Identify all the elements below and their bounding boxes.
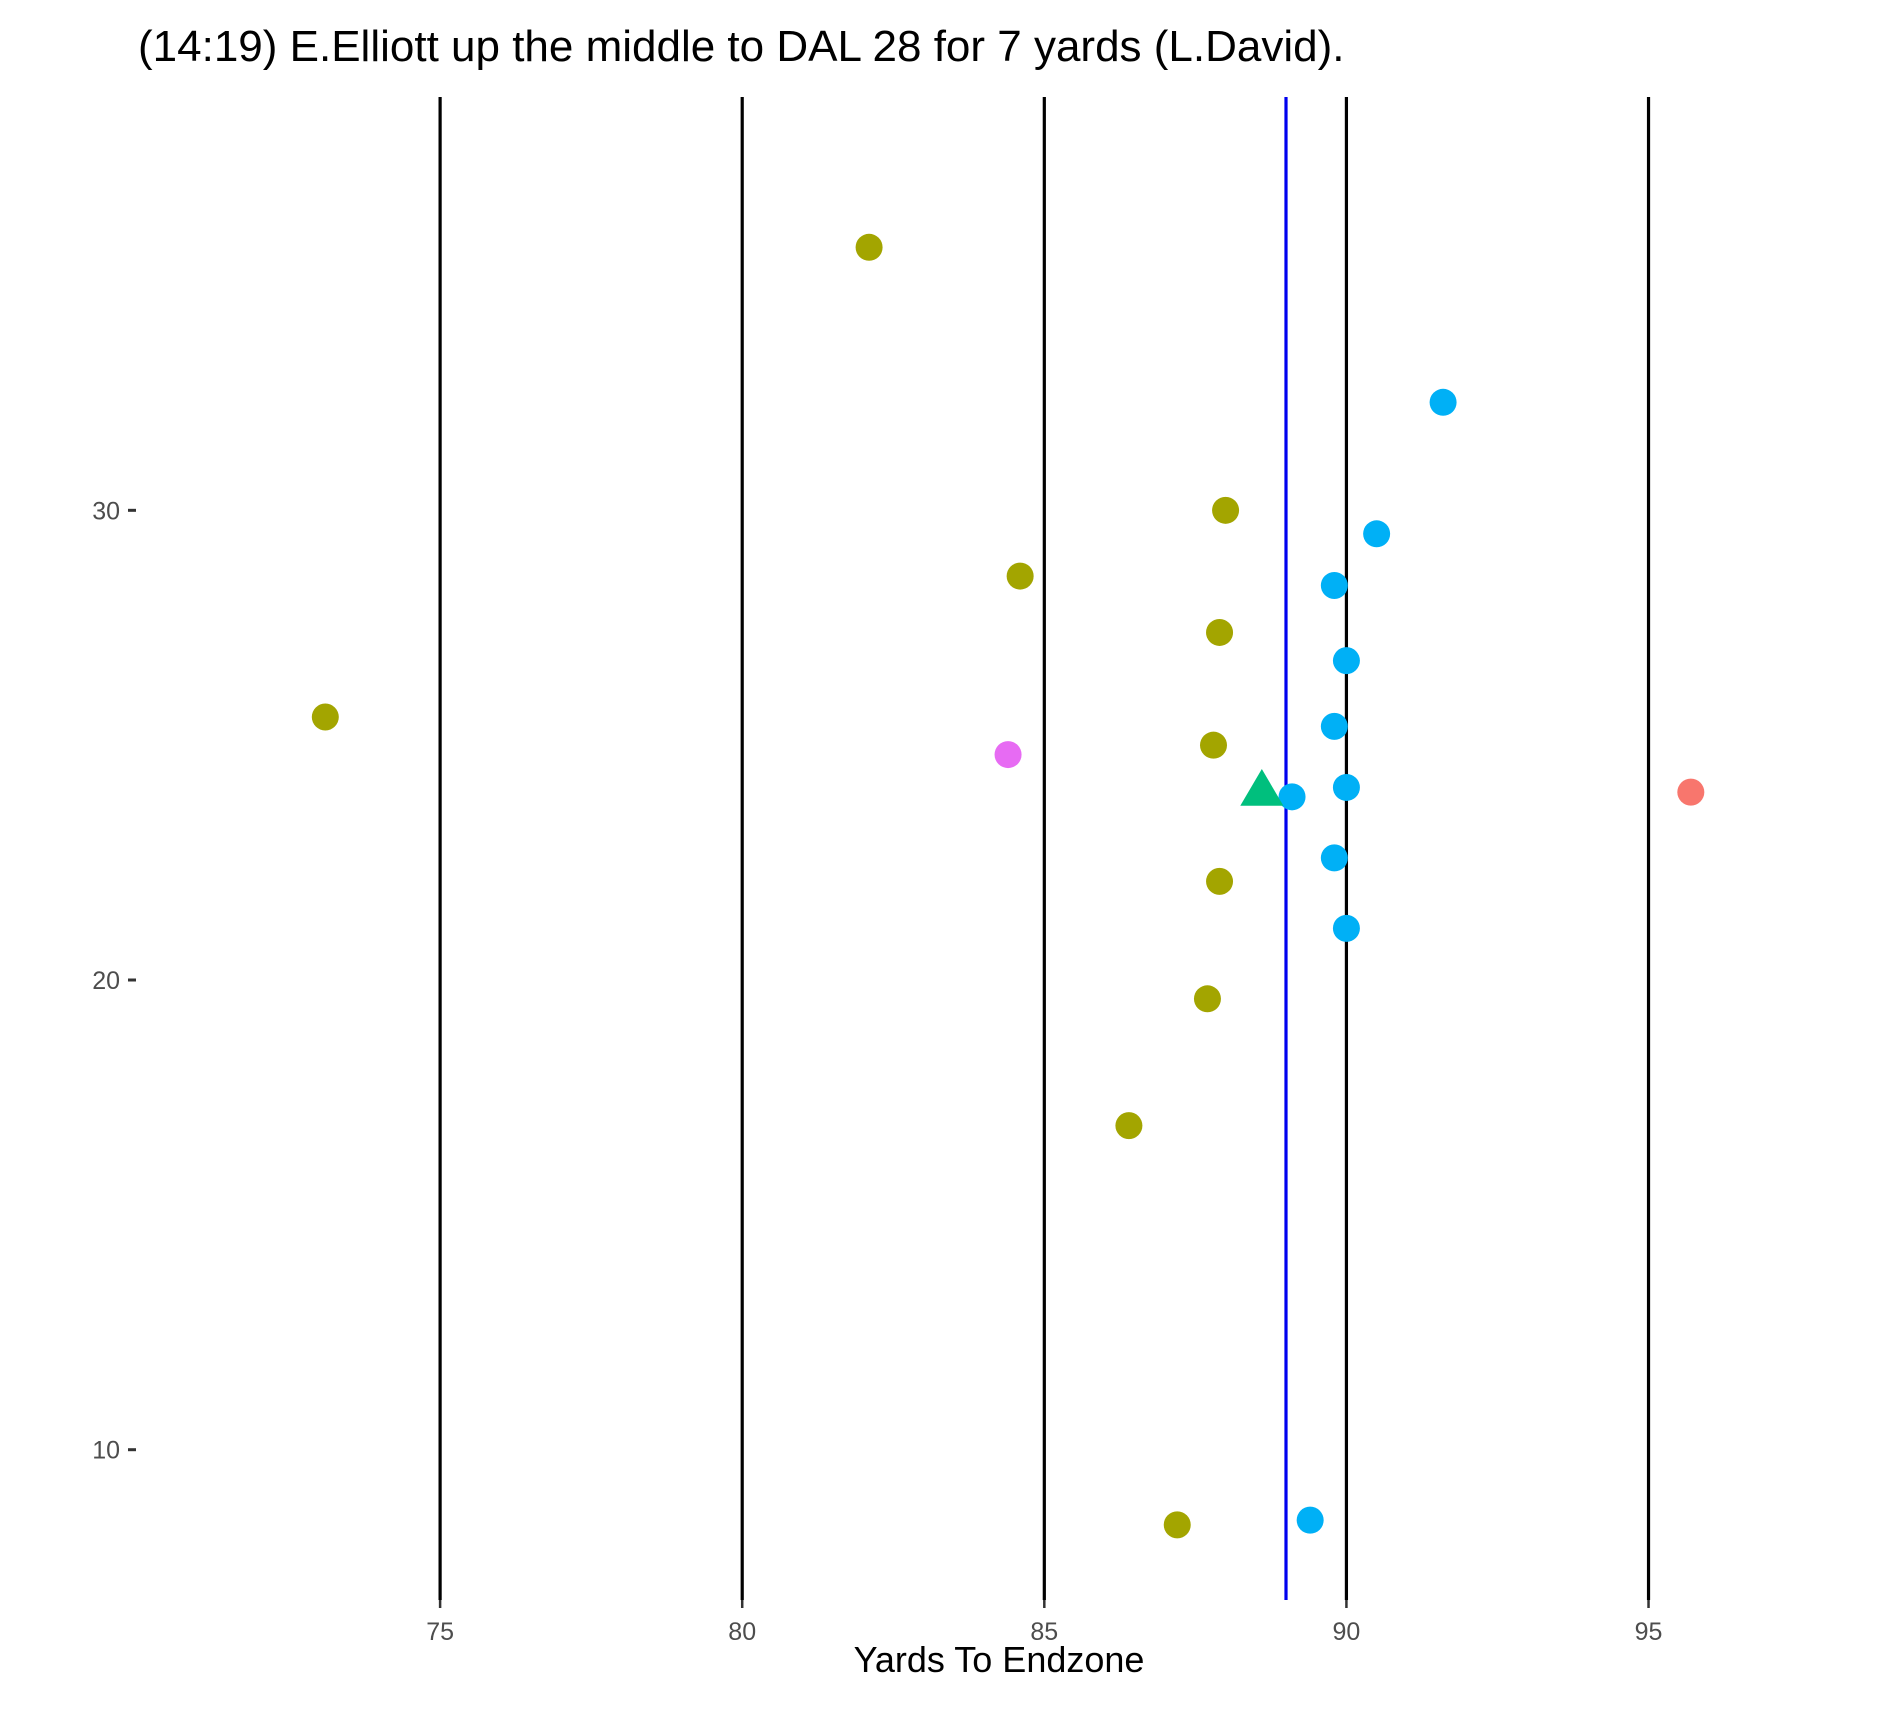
x-tick-label-85: 85 xyxy=(1030,1618,1058,1646)
player-point-3-0 xyxy=(1677,778,1705,806)
player-point-0-0 xyxy=(855,233,883,261)
player-point-1-1 xyxy=(1363,520,1391,548)
x-tick-label-75: 75 xyxy=(426,1618,454,1646)
player-point-1-4 xyxy=(1320,712,1348,740)
x-tick-label-90: 90 xyxy=(1333,1618,1361,1646)
player-point-1-3 xyxy=(1332,647,1360,675)
player-point-0-7 xyxy=(1193,985,1221,1013)
player-point-1-9 xyxy=(1296,1506,1324,1534)
player-point-1-5 xyxy=(1332,773,1360,801)
player-point-1-7 xyxy=(1320,844,1348,872)
player-point-2-0 xyxy=(994,741,1022,769)
player-point-1-6 xyxy=(1278,783,1306,811)
player-point-1-8 xyxy=(1332,914,1360,942)
x-axis-title: Yards To Endzone xyxy=(854,1639,1145,1680)
yard-lines xyxy=(438,97,1651,1600)
player-points xyxy=(311,233,1705,1539)
y-tick-label-30: 30 xyxy=(92,497,120,525)
y-axis: 10 20 30 xyxy=(92,497,136,1465)
y-tick-label-20: 20 xyxy=(92,967,120,995)
x-tick-label-80: 80 xyxy=(728,1618,756,1646)
x-axis: 75 80 85 90 95 xyxy=(426,1600,1662,1646)
player-point-0-8 xyxy=(1115,1112,1143,1140)
player-point-0-5 xyxy=(1199,731,1227,759)
player-point-0-3 xyxy=(1206,618,1234,646)
y-tick-label-10: 10 xyxy=(92,1437,120,1465)
player-point-0-6 xyxy=(1206,867,1234,895)
player-point-1-2 xyxy=(1320,571,1348,599)
chart-title: (14:19) E.Elliott up the middle to DAL 2… xyxy=(138,22,1345,71)
player-point-0-4 xyxy=(311,703,339,731)
player-point-0-1 xyxy=(1212,496,1240,524)
player-point-1-0 xyxy=(1429,388,1457,416)
ball-carrier-marker xyxy=(1240,769,1284,806)
player-point-0-2 xyxy=(1006,562,1034,590)
x-tick-label-95: 95 xyxy=(1635,1618,1663,1646)
player-point-0-9 xyxy=(1163,1511,1191,1539)
